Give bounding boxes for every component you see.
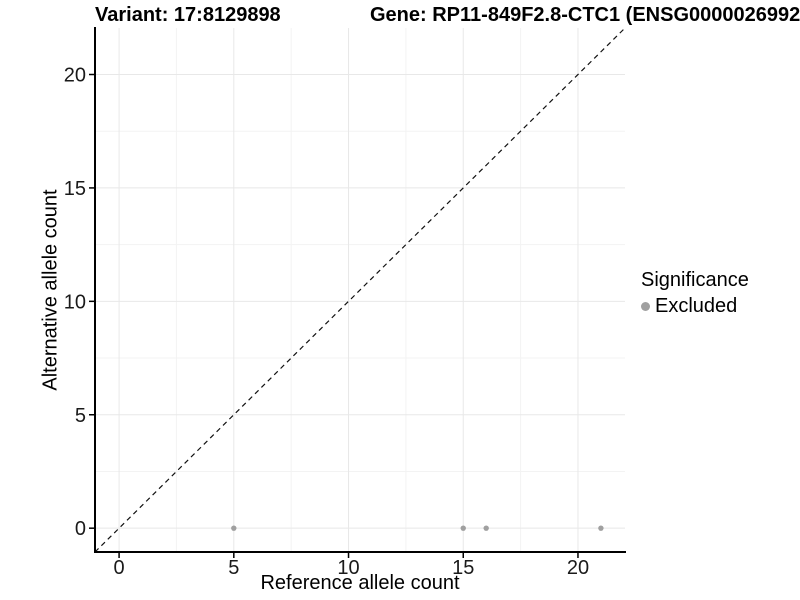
y-tick-label: 5 bbox=[75, 405, 86, 427]
legend-item-label: Excluded bbox=[655, 295, 738, 317]
x-tick-label: 15 bbox=[452, 557, 474, 579]
x-tick-label: 20 bbox=[567, 557, 589, 579]
data-point bbox=[460, 525, 466, 531]
excluded-point-icon bbox=[641, 302, 650, 311]
legend-title: Significance bbox=[641, 269, 749, 291]
y-tick-label: 15 bbox=[64, 178, 86, 200]
identity-line bbox=[94, 27, 626, 553]
y-tick-label: 10 bbox=[64, 291, 86, 313]
legend-item-excluded: Excluded bbox=[641, 295, 749, 318]
y-tick-label: 20 bbox=[64, 65, 86, 87]
data-point bbox=[598, 525, 604, 531]
y-axis-title: Alternative allele count bbox=[39, 189, 62, 391]
legend: Significance Excluded bbox=[641, 269, 749, 318]
plot-title-variant: Variant: 17:8129898 bbox=[95, 4, 281, 26]
x-axis-title: Reference allele count bbox=[260, 572, 460, 594]
x-tick-label: 5 bbox=[228, 557, 239, 579]
y-tick-label: 0 bbox=[75, 518, 86, 540]
x-tick-label: 0 bbox=[114, 557, 125, 579]
data-point bbox=[483, 525, 489, 531]
plot-title-gene: Gene: RP11-849F2.8-CTC1 (ENSG00000269928 bbox=[370, 4, 800, 26]
x-tick-label: 10 bbox=[337, 557, 359, 579]
data-point bbox=[231, 525, 237, 531]
